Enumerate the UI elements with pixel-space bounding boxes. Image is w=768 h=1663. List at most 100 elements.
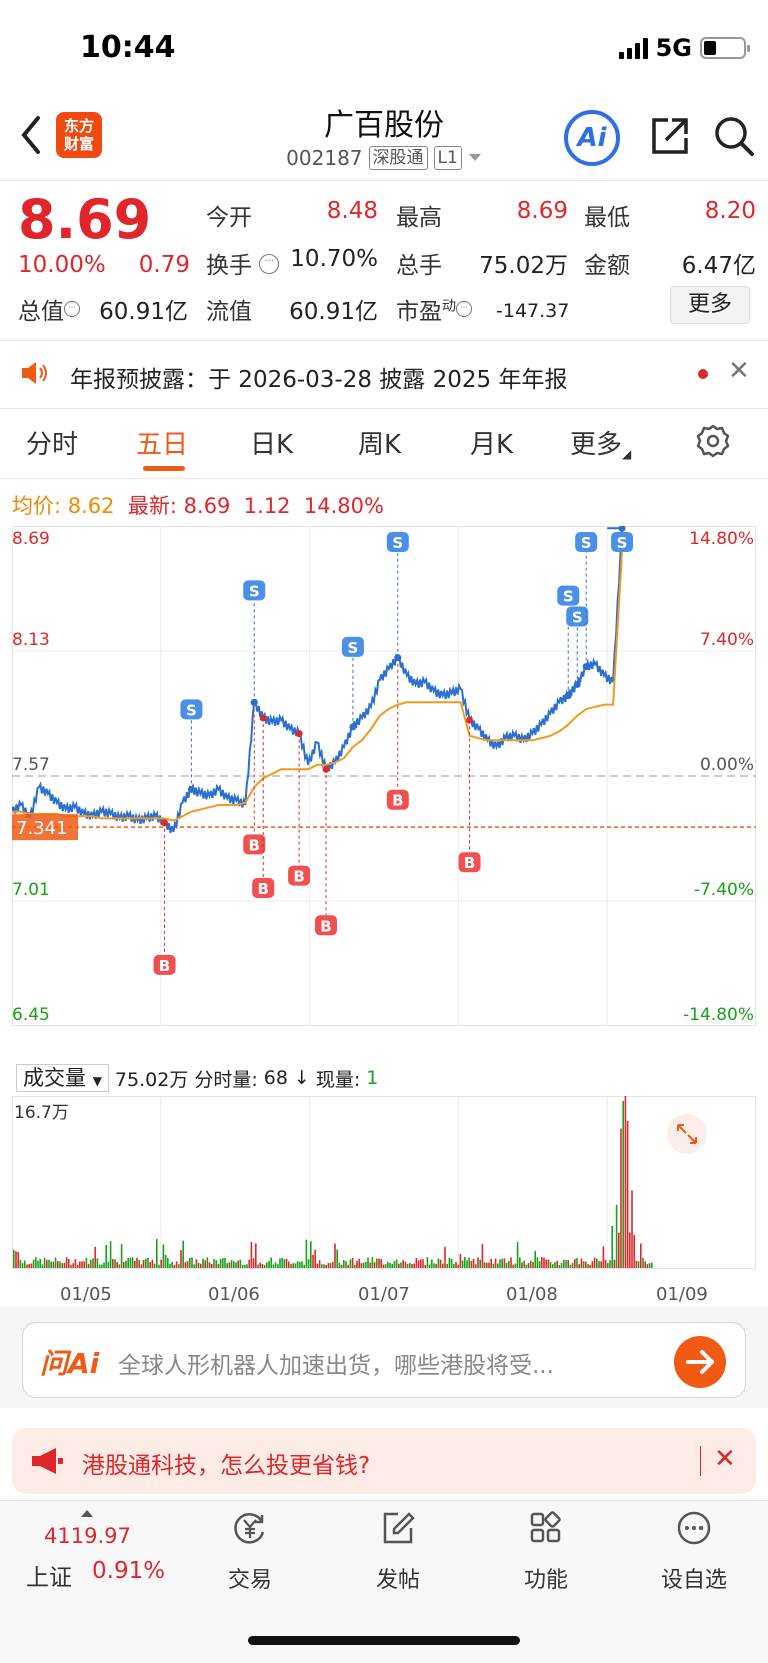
volume-bar	[644, 1261, 646, 1268]
sell-marker-dot	[250, 698, 258, 706]
notice-text[interactable]: 年报预披露：于 2026-03-28 披露 2025 年年报	[70, 367, 568, 393]
arrow-right-icon[interactable]	[674, 1336, 726, 1388]
expand-icon[interactable]	[667, 1114, 707, 1154]
volume-bar	[76, 1264, 79, 1268]
buy-marker[interactable]: B	[386, 654, 409, 810]
volume-bar	[90, 1259, 92, 1268]
promo-banner[interactable]	[12, 1428, 756, 1494]
volume-bar	[483, 1262, 486, 1268]
index-percent[interactable]: 0.91%	[92, 1558, 166, 1584]
volume-bar	[442, 1263, 444, 1268]
volume-bar	[283, 1259, 286, 1268]
volume-bar	[574, 1259, 576, 1268]
volume-bar	[576, 1257, 578, 1268]
sell-marker[interactable]: S	[575, 532, 598, 671]
volume-bar	[178, 1264, 180, 1268]
volume-bar	[470, 1260, 473, 1268]
volume-bar	[569, 1264, 572, 1268]
volume-bar	[629, 1232, 631, 1268]
tab-fenshi[interactable]: 分时	[26, 430, 79, 460]
volume-select[interactable]: 成交量 ▼	[16, 1064, 109, 1092]
index-name[interactable]: 上证	[26, 1565, 72, 1591]
tab-yuek[interactable]: 月K	[470, 430, 514, 460]
ask-input-box[interactable]	[22, 1322, 746, 1398]
volume-bar	[479, 1259, 481, 1268]
share-icon[interactable]	[648, 114, 692, 158]
buy-marker-badge	[386, 789, 409, 810]
volume-bar	[50, 1261, 52, 1268]
volume-bar	[633, 1234, 635, 1268]
volume-bar	[492, 1263, 495, 1268]
nav-watchlist[interactable]: 设自选	[634, 1510, 754, 1594]
stock-subtitle[interactable]: 002187 深股通 L1	[0, 146, 768, 170]
volume-bar	[604, 1259, 607, 1268]
sell-marker[interactable]: S	[557, 585, 580, 700]
volume-bar	[490, 1258, 492, 1268]
volume-bar	[349, 1259, 352, 1268]
volume-bar	[464, 1257, 466, 1268]
nav-function[interactable]: 功能	[486, 1510, 606, 1594]
volume-bar	[329, 1263, 332, 1268]
volume-bar	[461, 1260, 464, 1268]
buy-marker[interactable]: B	[153, 819, 176, 975]
volume-bar	[591, 1261, 594, 1268]
volume-bar	[351, 1257, 354, 1268]
ai-button[interactable]: Ai	[564, 110, 620, 166]
volume-bar	[477, 1257, 479, 1268]
volume-bar	[222, 1258, 224, 1268]
y-label-left: 7.01	[12, 880, 50, 900]
volume-chart[interactable]: 16.7万	[12, 1096, 756, 1278]
more-button[interactable]: 更多	[670, 286, 750, 324]
volume-bar	[206, 1257, 209, 1268]
volume-bar	[323, 1264, 325, 1268]
sell-marker[interactable]: S	[180, 699, 203, 793]
volume-bar	[508, 1261, 510, 1268]
volume-bar	[417, 1260, 420, 1268]
volume-bar	[516, 1242, 519, 1268]
tab-rik[interactable]: 日K	[250, 430, 294, 460]
volume-bar	[175, 1261, 178, 1268]
search-icon[interactable]	[712, 114, 756, 158]
volume-bar	[406, 1263, 409, 1268]
gear-icon[interactable]	[696, 424, 730, 458]
sell-marker[interactable]: S	[611, 526, 634, 552]
volume-bar	[266, 1262, 268, 1268]
promo-text[interactable]: 港股通科技，怎么投更省钱?	[82, 1453, 371, 1479]
buy-marker[interactable]: B	[315, 765, 338, 936]
buy-marker-badge	[288, 865, 311, 886]
sell-marker[interactable]: S	[243, 580, 266, 706]
volume-bar	[316, 1263, 319, 1268]
volume-bar	[28, 1264, 30, 1268]
turnover-value: 10.70%	[290, 246, 378, 272]
index-value[interactable]: 4119.97	[44, 1524, 131, 1548]
volume-bar	[431, 1259, 433, 1268]
close-icon[interactable]: ✕	[728, 356, 750, 386]
buy-marker[interactable]: B	[252, 714, 275, 898]
nav-post[interactable]: 发帖	[338, 1510, 458, 1594]
more-dots-icon[interactable]: ···	[64, 301, 80, 318]
buy-marker[interactable]: B	[458, 716, 481, 873]
more-dots-icon[interactable]: ···	[456, 301, 472, 318]
buy-marker-badge	[458, 852, 481, 873]
sell-marker[interactable]: S	[341, 636, 364, 731]
ask-prompt-text[interactable]: 全球人形机器人加速出货，哪些港股将受...	[118, 1353, 554, 1379]
buy-marker[interactable]: B	[243, 698, 266, 855]
tab-more[interactable]: 更多◢	[570, 430, 632, 461]
nav-trade[interactable]: 交易	[190, 1510, 310, 1594]
volume-bar	[246, 1264, 248, 1268]
buy-marker-dot	[259, 714, 267, 722]
tab-wuri[interactable]: 五日	[136, 430, 189, 460]
tab-zhouk[interactable]: 周K	[358, 430, 402, 460]
close-icon[interactable]: ✕	[714, 1444, 736, 1474]
float-value: 60.91亿	[289, 299, 378, 325]
volume-bar	[585, 1261, 587, 1268]
more-dots-icon[interactable]: ···	[259, 254, 280, 275]
cur-value: 1	[366, 1067, 379, 1089]
volume-bar	[94, 1246, 96, 1268]
network-label: 5G	[655, 34, 692, 62]
back-icon[interactable]	[16, 112, 46, 158]
buy-marker[interactable]: B	[288, 730, 311, 886]
sell-marker[interactable]: S	[386, 532, 409, 662]
sell-marker[interactable]: S	[566, 606, 589, 688]
